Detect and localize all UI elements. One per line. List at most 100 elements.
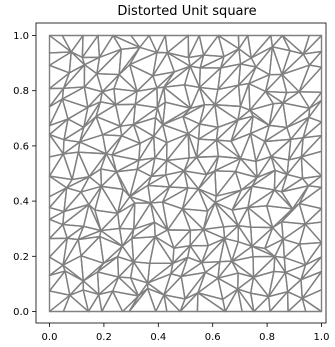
- mesh-triangle: [61, 98, 89, 120]
- mesh-triangle: [150, 157, 168, 178]
- mesh-triangle: [117, 202, 136, 230]
- x-tick: 0.8: [259, 323, 275, 343]
- mesh-triangle: [163, 273, 182, 296]
- x-tick-label: 0.0: [42, 332, 58, 343]
- mesh-triangle: [264, 124, 288, 143]
- mesh-triangle: [129, 168, 152, 198]
- mesh-triangle: [182, 115, 201, 135]
- mesh-triangle: [48, 51, 72, 67]
- mesh-triangle: [101, 290, 124, 313]
- mesh-triangle: [264, 73, 283, 93]
- mesh-triangle: [48, 87, 65, 108]
- mesh-triangle: [83, 64, 98, 88]
- x-tick-label: 0.6: [205, 332, 221, 343]
- mesh-triangle: [183, 156, 198, 172]
- mesh-triangle: [298, 64, 323, 93]
- y-tick-label: 1.0: [13, 31, 29, 42]
- mesh-triangle: [237, 34, 249, 50]
- x-tick: 0.6: [205, 323, 221, 343]
- mesh-triangle: [128, 287, 149, 313]
- mesh-triangle: [161, 187, 189, 210]
- mesh-triangle: [198, 67, 222, 89]
- x-tick: 0.2: [96, 323, 112, 343]
- mesh-triangle: [283, 256, 307, 274]
- x-tick: 0.0: [42, 323, 58, 343]
- mesh-triangle: [237, 82, 250, 108]
- x-tick: 1.0: [314, 323, 330, 343]
- mesh-layer: [48, 34, 323, 313]
- mesh-triangle: [189, 65, 201, 89]
- x-axis: 0.0 0.2 0.4 0.6 0.8 1.0: [42, 323, 330, 343]
- mesh-triangle: [198, 103, 216, 125]
- y-tick: 1.0: [13, 31, 36, 42]
- mesh-triangle: [264, 138, 292, 158]
- mesh-triangle: [201, 237, 226, 264]
- mesh-triangle: [131, 235, 156, 263]
- mesh-triangle: [222, 288, 239, 313]
- mesh-triangle: [48, 153, 64, 177]
- mesh-triangle: [215, 139, 242, 160]
- mesh-triangle: [105, 153, 118, 173]
- mesh-triangle: [197, 292, 226, 313]
- x-tick-label: 0.2: [96, 332, 112, 343]
- mesh-triangle: [187, 34, 200, 59]
- mesh-triangle: [247, 34, 272, 59]
- mesh-triangle: [198, 34, 219, 56]
- mesh-triangle: [181, 187, 200, 210]
- mesh-triangle: [62, 151, 80, 181]
- mesh-triangle: [148, 34, 166, 54]
- mesh-triangle: [96, 48, 122, 75]
- mesh-triangle: [133, 202, 152, 230]
- mesh-triangle: [100, 227, 124, 247]
- mesh-triangle: [189, 228, 205, 247]
- mesh-triangle: [270, 34, 284, 48]
- mesh-triangle: [163, 65, 191, 88]
- mesh-triangle: [114, 103, 136, 127]
- y-tick: 0.2: [13, 252, 36, 263]
- y-tick: 0.0: [13, 307, 36, 318]
- mesh-triangle: [101, 134, 123, 155]
- mesh-triangle: [95, 115, 121, 136]
- axes-frame: [35, 22, 327, 324]
- mesh-triangle: [81, 56, 101, 66]
- y-tick-label: 0.2: [13, 252, 29, 263]
- x-tick-label: 1.0: [314, 332, 330, 343]
- mesh-triangle: [61, 34, 84, 53]
- x-tick: 0.4: [150, 323, 166, 343]
- mesh-triangle: [237, 224, 253, 247]
- y-tick-label: 0.0: [13, 307, 29, 318]
- mesh-triangle: [131, 221, 156, 240]
- mesh-triangle: [302, 34, 323, 55]
- mesh-triangle: [179, 292, 199, 313]
- mesh-triangle: [183, 156, 208, 176]
- mesh-triangle: [63, 191, 90, 213]
- y-tick: 0.4: [13, 197, 36, 208]
- mesh-triangle: [201, 261, 221, 274]
- mesh-triangle: [164, 159, 185, 176]
- y-axis: 0.0 0.2 0.4 0.6 0.8 1.0: [13, 31, 36, 318]
- chart-title: Distorted Unit square: [117, 4, 256, 19]
- mesh-triangle: [88, 168, 103, 188]
- mesh-triangle: [222, 224, 239, 240]
- mesh-triangle: [217, 277, 239, 300]
- x-tick-label: 0.8: [259, 332, 275, 343]
- mesh-triangle: [196, 138, 218, 158]
- mesh-triangle: [111, 135, 141, 156]
- mesh-triangle: [62, 64, 86, 90]
- y-tick-label: 0.8: [13, 86, 29, 97]
- mesh-triangle: [268, 102, 284, 127]
- y-tick: 0.6: [13, 141, 36, 152]
- mesh-triangle: [162, 123, 189, 144]
- mesh-triangle: [298, 223, 323, 245]
- mesh-triangle: [118, 63, 138, 92]
- mesh-triangle: [130, 34, 150, 49]
- y-tick-label: 0.6: [13, 141, 29, 152]
- mesh-triangle: [97, 34, 114, 59]
- y-tick-label: 0.4: [13, 197, 29, 208]
- mesh-triangle: [300, 150, 323, 177]
- mesh-triangle: [282, 91, 300, 104]
- mesh-triangle: [197, 271, 219, 294]
- mesh-triangle: [48, 34, 72, 53]
- mesh-triangle: [164, 34, 190, 54]
